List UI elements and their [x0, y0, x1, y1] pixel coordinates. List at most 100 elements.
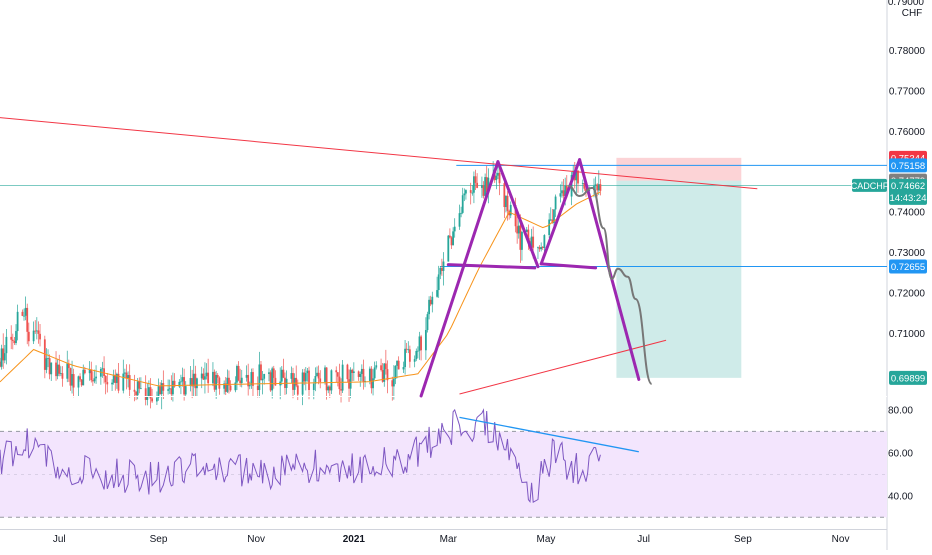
candle-body	[24, 307, 27, 316]
candle	[245, 365, 248, 382]
candle	[61, 366, 64, 387]
candle	[386, 360, 389, 394]
candle	[16, 304, 19, 341]
last-price-countdown: 14:43:24	[890, 193, 927, 204]
candle	[0, 357, 1, 368]
candle-body	[58, 364, 61, 374]
price-marker-support[interactable]: 0.72655	[889, 259, 927, 274]
candle-body	[47, 358, 49, 359]
candle-body	[13, 340, 16, 344]
candle-body	[426, 314, 429, 331]
candle-body	[368, 368, 371, 381]
candle-body	[407, 349, 410, 351]
double-top-pattern-segment[interactable]	[496, 160, 540, 269]
candle	[178, 379, 181, 389]
candle-body	[139, 388, 142, 390]
candle	[338, 363, 341, 395]
candle	[263, 373, 266, 385]
position-reward-zone[interactable]	[616, 180, 742, 378]
candle-body	[317, 372, 320, 379]
candle	[349, 367, 352, 399]
candle-body	[223, 383, 226, 389]
candle-body	[442, 261, 445, 271]
candle-body	[160, 383, 163, 395]
candle-body	[26, 307, 29, 332]
descending-resistance-trendline[interactable]	[0, 112, 758, 190]
candle	[325, 367, 328, 400]
candle	[357, 370, 360, 381]
double-top-pattern-segment[interactable]	[539, 158, 582, 266]
candle-body	[481, 185, 483, 188]
candle-body	[128, 375, 131, 390]
position-risk-zone[interactable]	[616, 157, 742, 181]
candle-body	[237, 365, 240, 381]
candle-body	[59, 373, 62, 374]
projection-path[interactable]	[568, 184, 653, 385]
candle	[133, 374, 136, 402]
candle	[280, 366, 283, 386]
candle-body	[439, 268, 442, 275]
price-marker-label: 0.75158	[891, 161, 925, 172]
candle	[465, 189, 467, 200]
candle-body	[268, 372, 270, 375]
candle-body	[575, 170, 578, 181]
candle-body	[151, 398, 154, 402]
candle	[202, 368, 205, 380]
candle-body	[506, 195, 509, 211]
price-marker-badge	[889, 370, 927, 385]
candle-body	[487, 177, 490, 193]
candle	[15, 324, 17, 346]
candle	[370, 366, 373, 394]
candle	[67, 359, 70, 382]
rsi-divergence-line[interactable]	[459, 416, 639, 453]
price-marker-target[interactable]: 0.69899	[889, 370, 927, 385]
candle-body	[117, 373, 120, 391]
candle-body	[79, 376, 81, 380]
candle-body	[21, 311, 24, 316]
double-top-pattern-segment[interactable]	[446, 263, 537, 270]
rsi-line	[0, 408, 601, 504]
candle-body	[260, 364, 262, 381]
price-tick-label: 0.71000	[889, 329, 926, 340]
candle-body	[372, 378, 374, 389]
candle-body	[284, 377, 286, 389]
candle-body	[157, 386, 160, 398]
main-pane-mask	[0, 396, 887, 397]
candle	[549, 207, 552, 222]
candle-body	[23, 315, 25, 317]
candle-body	[581, 183, 584, 184]
candle	[0, 344, 3, 370]
candle	[35, 317, 38, 340]
candle-body	[391, 380, 394, 387]
candle	[189, 366, 192, 392]
candle	[37, 321, 40, 344]
candle-body	[114, 374, 117, 383]
candle	[471, 185, 474, 196]
candle-body	[39, 333, 41, 340]
candle-body	[216, 375, 219, 378]
candle	[391, 376, 394, 401]
candle-body	[3, 353, 6, 361]
candle-body	[308, 370, 310, 390]
candle	[360, 364, 363, 382]
candle	[597, 170, 600, 196]
candle-body	[594, 184, 597, 186]
candle-body	[386, 369, 389, 381]
candle-body	[61, 373, 64, 379]
candle-body	[357, 371, 360, 377]
double-top-pattern-segment[interactable]	[539, 262, 598, 270]
candle	[437, 265, 440, 298]
candle-body	[431, 296, 434, 305]
candle	[327, 385, 330, 394]
time-tick-label: Jul	[637, 534, 650, 545]
candle	[160, 380, 163, 410]
price-marker-resistance[interactable]: 0.75158	[889, 158, 927, 173]
candle-body	[159, 386, 162, 395]
double-top-pattern-segment[interactable]	[419, 160, 500, 398]
candle	[216, 373, 219, 384]
candle	[362, 359, 365, 390]
candle	[428, 296, 430, 320]
candle-body	[83, 369, 86, 374]
